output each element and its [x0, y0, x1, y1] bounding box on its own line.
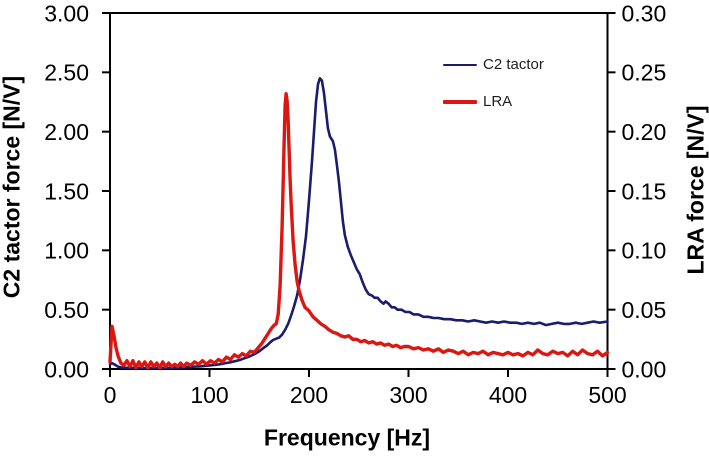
legend-label-c2-tactor: C2 tactor [483, 56, 544, 73]
y-right-tick-label: 0.00 [622, 356, 667, 382]
y-left-tick-label: 0.00 [44, 356, 89, 382]
y-left-axis-title: C2 tactor force [N/V] [0, 75, 25, 299]
y-right-axis-title: LRA force [N/V] [682, 105, 709, 275]
y-right-tick-label: 0.30 [622, 0, 667, 26]
y-left-tick-label: 1.00 [44, 238, 89, 264]
x-tick-label: 0 [104, 382, 117, 408]
series-line-c2-tactor [108, 77, 609, 370]
x-tick-label: 500 [588, 382, 626, 408]
y-right-tick-label: 0.15 [622, 178, 667, 204]
y-right-tick-label: 0.25 [622, 60, 667, 86]
legend-item-c2-tactor: C2 tactor [443, 57, 544, 73]
y-left-tick-label: 3.00 [44, 0, 89, 26]
y-right-tick-label: 0.05 [622, 297, 667, 323]
y-left-tick-label: 0.50 [44, 297, 89, 323]
lra-line-swatch [443, 100, 477, 104]
legend-item-lra: LRA [443, 94, 512, 110]
x-axis-title: Frequency [Hz] [263, 424, 431, 451]
y-right-tick-label: 0.20 [622, 119, 667, 145]
y-left-tick-label: 2.50 [44, 60, 89, 86]
y-left-tick-label: 2.00 [44, 119, 89, 145]
x-tick-label: 300 [389, 382, 427, 408]
x-tick-label: 100 [190, 382, 228, 408]
y-right-tick-label: 0.10 [622, 238, 667, 264]
x-tick-label: 200 [290, 382, 328, 408]
c2-tactor-line-swatch [443, 63, 477, 67]
y-left-tick-label: 1.50 [44, 178, 89, 204]
series-line-lra [108, 91, 610, 370]
legend-label-lra: LRA [483, 93, 513, 110]
x-tick-label: 400 [489, 382, 527, 408]
